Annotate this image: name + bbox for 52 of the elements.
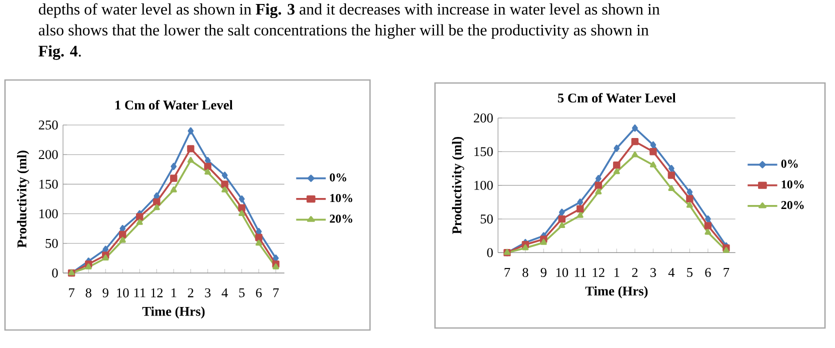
y-tick-label: 150 xyxy=(39,180,58,189)
x-tick-label: 3 xyxy=(205,288,211,298)
y-axis-title: Productivity (ml) xyxy=(452,136,464,234)
x-tick-label: 12 xyxy=(151,288,163,298)
y-tick-label: 200 xyxy=(38,150,58,160)
x-tick-label: 10 xyxy=(117,288,129,298)
x-tick-label: 7 xyxy=(504,268,510,277)
x-tick-label: 3 xyxy=(650,268,656,277)
legend-label: 10% xyxy=(782,180,804,188)
text: also shows that the lower the salt concentrations the higher will be the productivity as shown in xyxy=(38,24,649,39)
x-tick-label: 10 xyxy=(556,268,568,278)
x-tick-label: 12 xyxy=(592,268,604,277)
chart-title: 5 Cm of Water Level xyxy=(558,93,676,103)
x-tick-label: 7 xyxy=(273,288,279,298)
y-tick-label: 100 xyxy=(474,180,493,190)
x-tick-label: 4 xyxy=(222,288,228,298)
y-tick-label: 50 xyxy=(46,238,58,248)
x-tick-label: 7 xyxy=(69,288,74,298)
x-tick-label: 11 xyxy=(134,288,146,298)
y-tick-label: 0 xyxy=(487,248,493,258)
y-tick-label: 200 xyxy=(474,113,493,122)
x-tick-label: 9 xyxy=(102,288,108,298)
y-tick-label: 100 xyxy=(39,209,58,218)
x-tick-label: 6 xyxy=(256,288,262,298)
legend-label: 20% xyxy=(781,200,804,210)
x-tick-label: 2 xyxy=(632,268,638,277)
y-tick-label: 150 xyxy=(474,147,493,156)
x-tick-label: 1 xyxy=(614,268,620,277)
x-tick-label: 1 xyxy=(172,288,176,298)
x-tick-label: 8 xyxy=(86,288,92,298)
x-tick-label: 6 xyxy=(705,268,711,277)
legend-label: 0% xyxy=(330,173,346,182)
x-axis-title: Time (Hrs) xyxy=(142,306,205,319)
x-tick-label: 8 xyxy=(522,268,528,278)
text: depths of water level as shown in Fig. 3 and it decreases with increase in water level as shown in xyxy=(38,3,660,18)
x-axis-title: Time (Hrs) xyxy=(585,286,648,298)
y-tick-label: 50 xyxy=(480,214,493,224)
x-tick-label: 5 xyxy=(239,288,245,298)
x-tick-label: 5 xyxy=(687,268,693,277)
x-tick-label: 11 xyxy=(574,268,586,277)
text: Fig. 4. xyxy=(38,45,81,60)
y-axis-title: Productivity (ml) xyxy=(17,150,30,248)
y-tick-label: 250 xyxy=(38,120,58,130)
legend-label: 20% xyxy=(330,214,352,223)
x-tick-label: 7 xyxy=(724,268,730,277)
x-tick-label: 4 xyxy=(668,268,675,277)
chart-title: 1 Cm of Water Level xyxy=(116,100,233,110)
legend-label: 0% xyxy=(781,160,798,168)
x-tick-label: 9 xyxy=(540,268,546,277)
y-tick-label: 0 xyxy=(52,268,58,278)
x-tick-label: 2 xyxy=(188,288,194,298)
legend-label: 10% xyxy=(330,194,352,202)
